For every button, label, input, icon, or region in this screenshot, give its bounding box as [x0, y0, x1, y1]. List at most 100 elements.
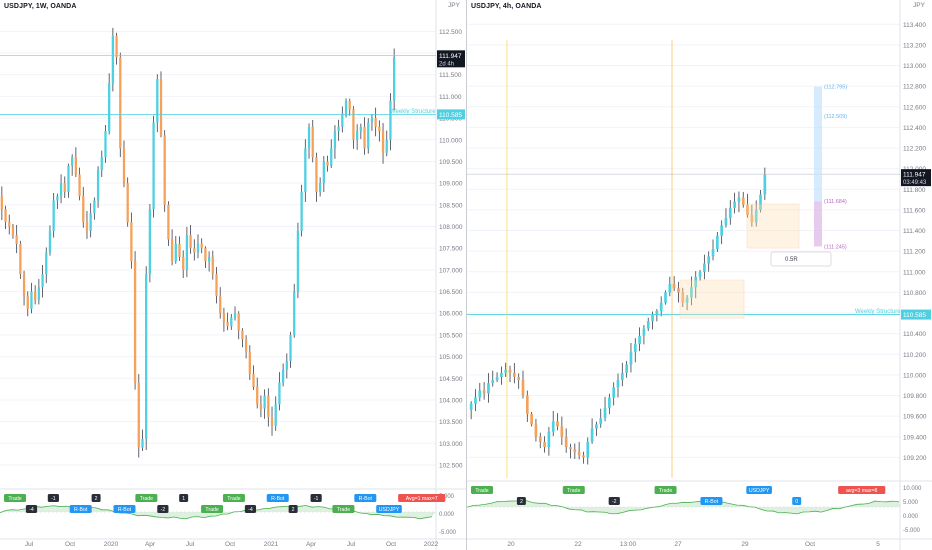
- target-zone-upper: [814, 86, 822, 202]
- y-tick-label: 113.000: [903, 63, 926, 70]
- candle-body: [237, 313, 240, 331]
- oscillator-tick-label: 0.000: [903, 514, 919, 520]
- signal-badge-text: R-Bot: [74, 507, 88, 513]
- candle-body: [500, 372, 503, 377]
- candle-body: [750, 215, 754, 223]
- candle-body: [108, 83, 111, 132]
- candle-body: [620, 372, 624, 381]
- candle-body: [78, 174, 81, 197]
- y-tick-label: 111.800: [903, 187, 926, 194]
- y-tick-label: 109.800: [903, 393, 927, 400]
- candle-body: [556, 421, 559, 427]
- candle-body: [281, 369, 285, 383]
- candle-body: [156, 79, 159, 123]
- oscillator-fill: [467, 500, 900, 514]
- candle-body: [241, 330, 244, 340]
- y-tick-label: 103.500: [439, 419, 463, 426]
- candle-body: [52, 200, 55, 231]
- candle-body: [289, 334, 292, 361]
- y-tick-label: 104.500: [439, 376, 463, 383]
- candle-body: [170, 239, 174, 262]
- candle-body: [487, 383, 490, 394]
- weekly-chart-pane[interactable]: 112.500112.000111.500111.000110.500110.0…: [0, 0, 466, 550]
- signal-badge-dark: [608, 497, 620, 505]
- candle-body: [30, 291, 33, 309]
- candle-body: [677, 288, 680, 293]
- candle-body: [141, 438, 144, 448]
- x-tick-label: Jul: [347, 541, 356, 548]
- candle-body: [207, 256, 211, 262]
- candle-body: [182, 256, 185, 270]
- candle-body: [74, 157, 78, 175]
- left-axis-unit: JPY: [448, 2, 460, 9]
- candle-body: [672, 284, 676, 289]
- structure-price-text: 110.585: [903, 312, 926, 319]
- candle-body: [348, 100, 351, 110]
- candle-body: [538, 436, 542, 442]
- candle-body: [381, 131, 385, 153]
- candle-body: [681, 292, 685, 303]
- candle-body: [71, 157, 74, 166]
- candle-body: [363, 126, 366, 149]
- x-tick-label: 29: [741, 541, 749, 548]
- candle-body: [200, 243, 203, 249]
- signal-badge-text: avg=3 max=8: [846, 488, 878, 494]
- candle-body: [63, 183, 66, 192]
- signal-badge-dark: [91, 494, 101, 502]
- h4-chart-pane[interactable]: 113.400 113.200 113.000 112.800 112.600 112.4…: [467, 0, 932, 550]
- signal-badge-blue: [792, 497, 802, 505]
- candle-body: [625, 364, 628, 373]
- candle-body: [326, 161, 329, 166]
- y-tick-label: 107.500: [439, 246, 463, 253]
- y-tick-label: 110.800: [903, 290, 926, 297]
- y-tick-label: 112.600: [903, 104, 926, 111]
- signal-badge-blue: [69, 505, 92, 513]
- candle-body: [122, 148, 126, 184]
- candle-body: [646, 321, 650, 329]
- candle-body: [244, 339, 248, 353]
- candle-body: [642, 328, 646, 336]
- y-tick-label: 105.000: [439, 354, 463, 361]
- candle-body: [230, 317, 233, 327]
- candle-body: [389, 100, 392, 140]
- candle-body: [178, 243, 181, 257]
- y-tick-label: 109.500: [439, 159, 463, 166]
- rr-callout-text: 0.5R: [785, 257, 798, 263]
- candle-body: [315, 157, 318, 192]
- candle-body: [311, 126, 314, 158]
- candle-body: [222, 313, 226, 322]
- y-tick-label: 107.000: [439, 267, 463, 274]
- y-tick-label: 111.400: [903, 228, 926, 235]
- signal-badge-text: R-Bot: [359, 496, 373, 502]
- candle-body: [226, 321, 229, 327]
- candle-body: [633, 343, 637, 353]
- candle-body: [93, 200, 96, 214]
- y-tick-label: 111.600: [903, 207, 926, 214]
- signal-badge-blue: [746, 486, 772, 494]
- x-tick-label: 5: [876, 541, 880, 548]
- candle-body: [167, 204, 170, 240]
- signal-badge-text: USDJPY: [379, 507, 400, 513]
- h4-chart-canvas[interactable]: 113.400 113.200 113.000 112.800 112.600 112.4…: [467, 0, 932, 550]
- signal-badge-text: Trade: [659, 488, 672, 494]
- candle-body: [278, 382, 281, 405]
- x-tick-label: 13:00: [620, 541, 637, 548]
- structure-price-text: 110.585: [439, 112, 462, 119]
- candle-body: [703, 263, 706, 272]
- y-tick-label: 109.000: [439, 181, 463, 188]
- y-tick-label: 111.200: [903, 249, 926, 256]
- pane-divider[interactable]: [466, 0, 467, 550]
- candle-body: [293, 291, 296, 335]
- candle-body: [616, 380, 620, 388]
- candle-body: [11, 226, 15, 236]
- candle-body: [219, 295, 222, 314]
- countdown-text: 2d 4h: [439, 61, 454, 67]
- candle-body: [690, 287, 693, 298]
- candle-body: [560, 426, 564, 437]
- y-tick-label: 113.400: [903, 22, 926, 29]
- candle-body: [115, 35, 118, 58]
- signal-badge-green: [222, 494, 245, 502]
- candle-body: [152, 122, 155, 210]
- candle-body: [586, 441, 590, 458]
- weekly-chart-canvas[interactable]: 112.500112.000111.500111.000110.500110.0…: [0, 0, 466, 550]
